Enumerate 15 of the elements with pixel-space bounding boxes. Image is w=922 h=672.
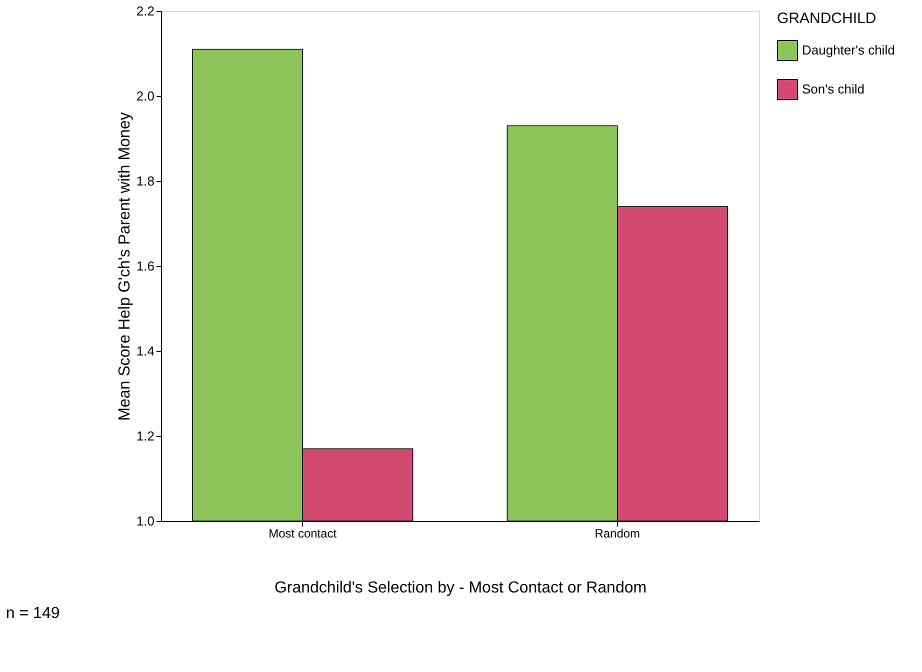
x-axis-title: Grandchild's Selection by - Most Contact or Random bbox=[274, 580, 647, 596]
y-tick-label: 1.2 bbox=[136, 428, 154, 444]
legend-title: GRANDCHILD bbox=[777, 10, 876, 27]
y-tick-label: 2.2 bbox=[136, 4, 154, 18]
legend-label: Son's child bbox=[802, 82, 864, 96]
y-tick-label: 1.0 bbox=[136, 514, 154, 528]
text: n = 149 bbox=[6, 605, 60, 622]
y-tick-label: 2.0 bbox=[136, 88, 154, 104]
y-tick-label: 1.8 bbox=[136, 174, 154, 188]
y-axis-title: Mean Score Help G'ch's Parent with Money bbox=[116, 112, 134, 421]
y-tick-label: 1.6 bbox=[136, 258, 154, 274]
y-tick-label: 1.4 bbox=[136, 344, 154, 358]
legend-label: Daughter's child bbox=[802, 42, 895, 58]
x-tick-label: Random bbox=[594, 526, 640, 540]
x-tick-label: Most contact bbox=[268, 526, 338, 540]
